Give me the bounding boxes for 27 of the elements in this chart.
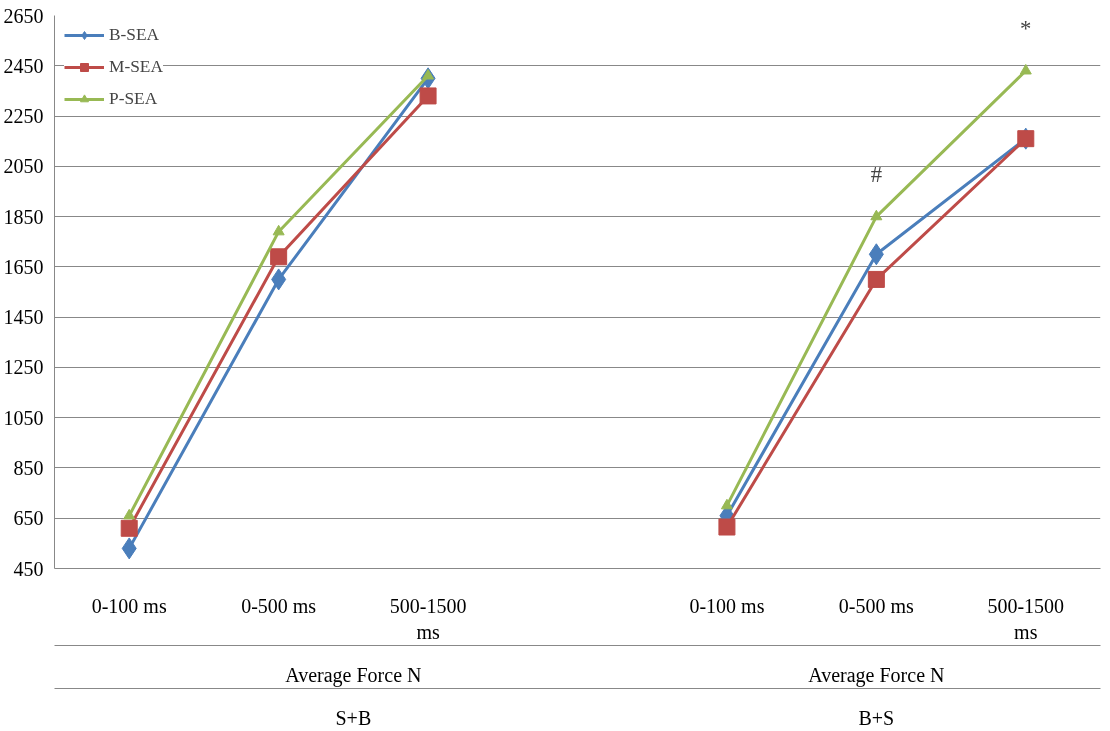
y-tick-label: 2450 — [3, 54, 44, 77]
y-tick-label: 2650 — [3, 4, 44, 27]
legend-label: B-SEA — [109, 25, 160, 45]
y-tick-label: 450 — [13, 557, 44, 580]
y-tick-label: 2250 — [3, 105, 44, 128]
x-tick-label: 0-100 ms — [91, 594, 167, 617]
text: S+B — [335, 706, 372, 729]
y-tick-label: 650 — [13, 507, 44, 530]
y-tick-label: 850 — [13, 456, 44, 479]
y-tick-label: 1850 — [3, 205, 44, 228]
annotation: * — [1020, 15, 1032, 41]
x-tick-label: 0-500 ms — [838, 594, 915, 617]
x-tick-label: 500-1500 ms — [987, 594, 1065, 643]
legend-label: M-SEA — [109, 57, 163, 77]
annotation: # — [870, 161, 883, 187]
text: Average Force N — [808, 663, 945, 687]
y-tick-label: 1450 — [3, 306, 44, 329]
x-tick-label: 0-500 ms — [241, 594, 317, 617]
y-tick-label: 2050 — [3, 155, 44, 178]
x-tick-label: 500-1500 ms — [389, 594, 467, 643]
x-tick-label: 0-100 ms — [689, 594, 765, 617]
text: B+S — [858, 706, 895, 729]
legend-label: P-SEA — [109, 89, 158, 109]
text: Average Force N — [285, 663, 422, 687]
y-tick-label: 1050 — [3, 406, 44, 429]
y-tick-label: 1650 — [3, 255, 44, 278]
y-tick-label: 1250 — [3, 356, 44, 379]
